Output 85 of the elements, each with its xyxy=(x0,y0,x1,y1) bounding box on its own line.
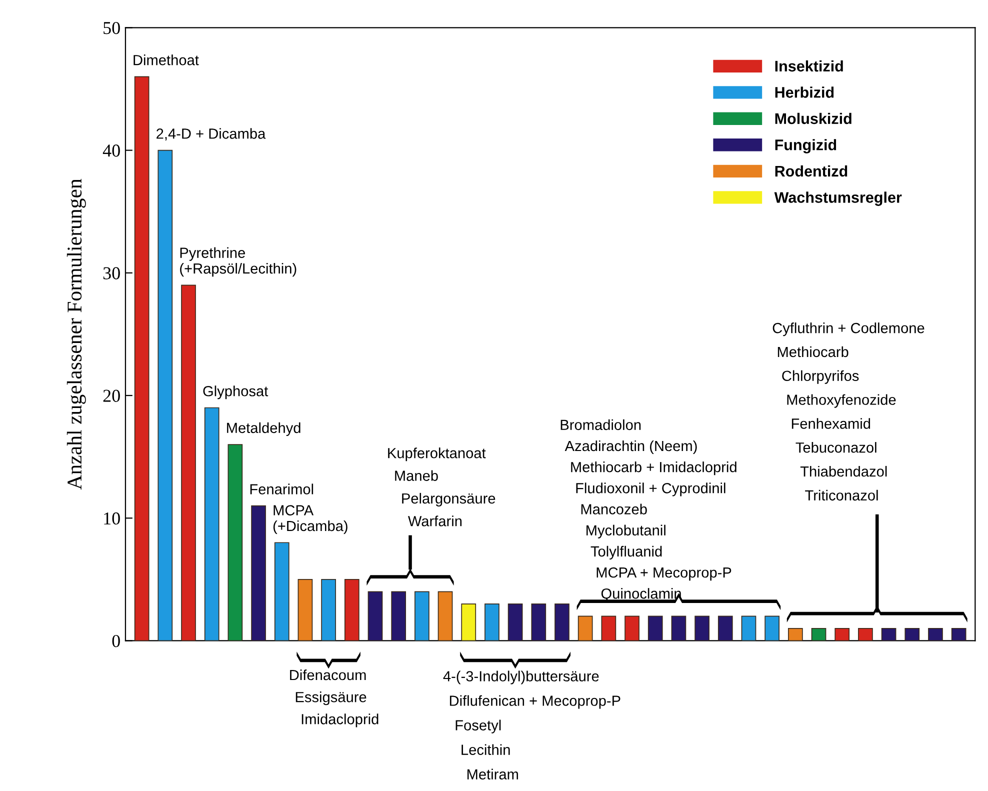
annotation: Warfarin xyxy=(408,516,462,526)
bar xyxy=(624,616,640,641)
bar xyxy=(648,616,663,641)
text: Diflufenican + Mecoprop-P xyxy=(450,695,620,709)
y-tick-label: 50 xyxy=(104,22,120,34)
text: 4-(-3-Indolyl)buttersäure xyxy=(443,670,599,684)
legend-label: Rodentizd xyxy=(775,165,848,177)
annotation: Fenhexamid xyxy=(792,418,870,429)
bar xyxy=(461,604,476,641)
annotation: Azadirachtin (Neem) xyxy=(564,440,697,454)
text: Fosetyl xyxy=(456,720,501,734)
legend-label: Herbizid xyxy=(775,86,834,98)
text: Difenacoum xyxy=(290,669,366,680)
y-tick-label: 20 xyxy=(103,390,120,402)
legend-label: Wachstumsregler xyxy=(774,192,902,206)
annotation: Cyfluthrin + Codlemone xyxy=(772,322,924,336)
annotation: Bromadiolon xyxy=(560,419,641,430)
annotation: Fludioxonil + Cyprodinil xyxy=(576,482,726,496)
legend-label: Moluskizid xyxy=(775,112,852,124)
annotation: Pyrethrine (+Rapsöl/Lecithin) xyxy=(180,247,296,277)
annotation: MCPA (+Dicamba) xyxy=(273,505,348,534)
bar xyxy=(951,628,966,641)
bar xyxy=(881,628,896,641)
bar xyxy=(578,616,593,641)
annotation: Quinoclamin xyxy=(601,588,681,602)
legend-label: Fungizid xyxy=(775,139,836,154)
bar xyxy=(788,628,803,641)
bar xyxy=(344,578,360,641)
annotation: Pelargonsäure xyxy=(402,492,496,507)
bar xyxy=(321,578,336,641)
bar xyxy=(158,150,173,641)
annotation: Tolylfluanid xyxy=(590,546,662,560)
text: Metiram xyxy=(467,768,518,780)
bar xyxy=(904,628,920,641)
bar xyxy=(531,604,546,641)
bar xyxy=(181,284,196,641)
bar xyxy=(134,76,150,641)
bar xyxy=(741,616,756,641)
bar xyxy=(274,542,290,641)
bar xyxy=(204,407,220,641)
bar xyxy=(368,591,383,641)
bar xyxy=(834,628,850,641)
bar xyxy=(694,616,710,641)
y-tick-label: 30 xyxy=(103,267,120,280)
bar xyxy=(718,616,733,641)
text: Lecithin xyxy=(462,744,510,755)
bar xyxy=(484,604,500,641)
bar xyxy=(554,604,570,641)
annotation: Tebuconazol xyxy=(796,442,876,453)
annotation: Maneb xyxy=(395,470,438,481)
annotation: Myclobutanil xyxy=(586,524,666,538)
y-tick-label: 0 xyxy=(112,634,120,648)
bar xyxy=(601,616,616,641)
bar xyxy=(298,578,313,641)
annotation: Kupferoktanoat xyxy=(388,448,486,462)
legend-label: Insektizid xyxy=(775,60,843,72)
bar xyxy=(251,505,266,641)
annotation: MCPA + Mecoprop-P xyxy=(596,567,732,581)
bar xyxy=(414,591,430,641)
annotation: Triticonazol xyxy=(805,490,878,501)
bar xyxy=(671,616,686,641)
annotation: Methoxyfenozide xyxy=(787,394,896,408)
annotation: Fenarimol xyxy=(250,484,314,494)
annotation: Mancozeb xyxy=(581,504,647,514)
bar xyxy=(438,591,453,641)
annotation: Glyphosat xyxy=(203,386,268,400)
annotation: Metaldehyd xyxy=(227,422,300,436)
text: Essigsäure xyxy=(296,692,366,706)
annotation: Thiabendazol xyxy=(800,466,887,477)
annotation: Chlorpyrifos xyxy=(782,370,859,384)
y-tick-label: 10 xyxy=(104,512,120,525)
text: Imidacloprid xyxy=(302,714,378,728)
annotation: Dimethoat xyxy=(134,54,199,66)
annotation: Methiocarb + Imidacloprid xyxy=(571,462,736,476)
bar xyxy=(811,628,826,641)
bar xyxy=(858,628,873,641)
bar xyxy=(764,616,780,641)
y-tick-label: 40 xyxy=(102,144,120,157)
annotation: Methiocarb xyxy=(778,346,848,358)
bar xyxy=(928,628,943,641)
bar xyxy=(228,444,243,641)
y-axis-title: Anzahl zugelassener Formulierungen xyxy=(66,178,86,490)
annotation: 2,4-D + Dicamba xyxy=(156,128,266,141)
bar xyxy=(391,591,406,641)
bar xyxy=(508,604,523,641)
